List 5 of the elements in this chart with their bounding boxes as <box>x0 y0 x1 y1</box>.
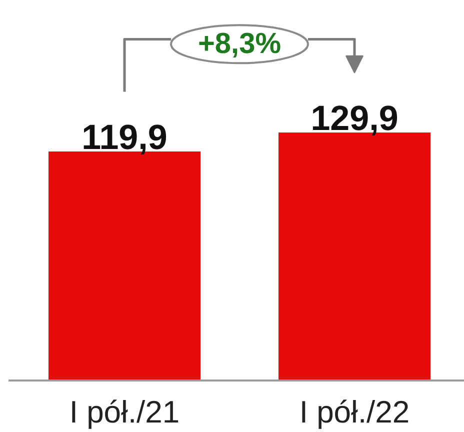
x-tick-label: I pół./22 <box>299 394 410 430</box>
x-tick-label: I pół./21 <box>69 394 180 430</box>
data-label: 129,9 <box>310 98 398 138</box>
data-label: 119,9 <box>82 118 168 158</box>
text: +8,3% <box>198 28 282 60</box>
